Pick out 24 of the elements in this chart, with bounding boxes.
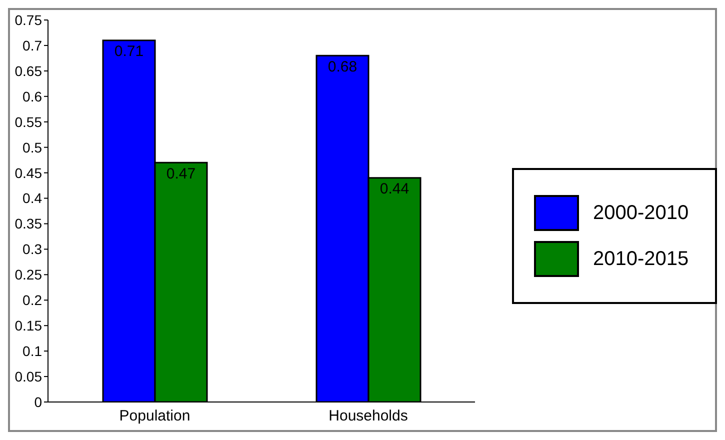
y-tick-label: 0 xyxy=(34,394,42,410)
y-tick-label: 0.15 xyxy=(14,318,42,334)
y-tick-label: 0.25 xyxy=(14,266,42,283)
y-tick-label: 0.5 xyxy=(22,139,42,156)
y-tick-label: 0.3 xyxy=(22,241,42,258)
y-tick-label: 0.4 xyxy=(22,190,42,206)
legend-label: 2000-2010 xyxy=(593,202,689,224)
x-tick-label: Households xyxy=(328,408,408,425)
y-tick-label: 0.2 xyxy=(22,292,42,308)
y-tick-label: 0.75 xyxy=(14,12,42,28)
y-tick-label: 0.6 xyxy=(22,88,42,104)
y-tick-label: 0.35 xyxy=(14,216,42,232)
y-tick-label: 0.7 xyxy=(22,37,42,54)
y-tick-label: 0.1 xyxy=(22,343,42,360)
y-tick-label: 0.45 xyxy=(14,164,42,181)
data-label: 0.68 xyxy=(328,58,358,76)
y-tick-label: 0.65 xyxy=(14,62,42,79)
data-label: 0.47 xyxy=(166,165,196,182)
data-label: 0.71 xyxy=(114,43,144,60)
data-label: 0.44 xyxy=(380,180,410,198)
legend-label: 2010-2015 xyxy=(593,248,689,270)
x-tick-label: Population xyxy=(119,408,190,425)
y-tick-label: 0.55 xyxy=(14,114,42,130)
y-tick-label: 0.05 xyxy=(14,368,42,385)
